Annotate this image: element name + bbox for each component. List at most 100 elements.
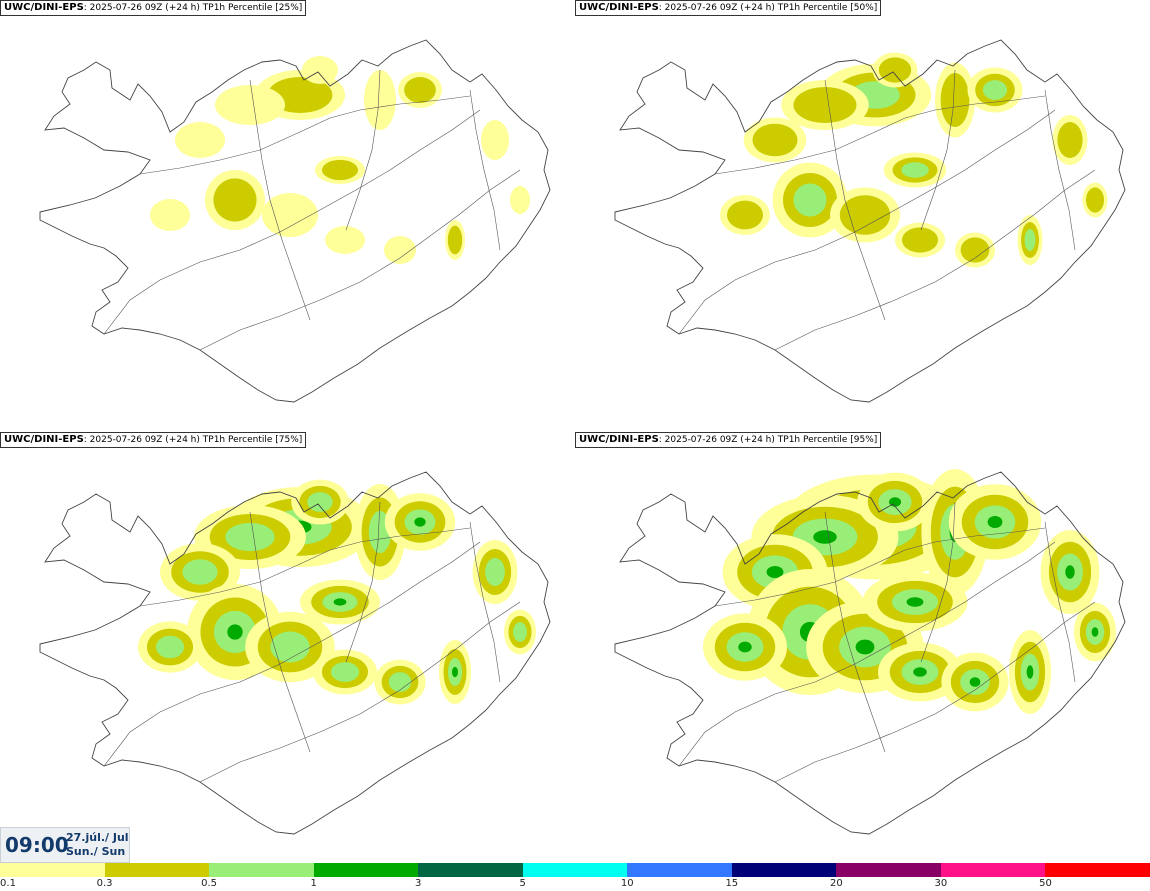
- legend-swatches: [0, 863, 1150, 877]
- precip-contour: [510, 186, 530, 214]
- precip-contour: [1065, 565, 1075, 579]
- legend-swatch: [104, 863, 210, 877]
- precip-contour: [262, 193, 318, 237]
- road-line: [139, 527, 471, 607]
- legend-tick-label: 1: [310, 878, 317, 889]
- panel-title: UWC/DINI-EPS: 2025-07-26 09Z (+24 h) TP1…: [0, 0, 307, 16]
- coastline: [39, 39, 551, 403]
- panel-title: UWC/DINI-EPS: 2025-07-26 09Z (+24 h) TP1…: [0, 432, 307, 448]
- precip-contour: [325, 226, 365, 254]
- road-line: [824, 79, 886, 321]
- precip-field: [720, 52, 1108, 268]
- precip-contour: [982, 80, 1008, 100]
- road-line: [103, 541, 481, 767]
- legend-tick-label: 50: [1039, 878, 1052, 889]
- road-line: [714, 527, 1046, 607]
- precip-contour: [213, 178, 257, 222]
- precip-contour: [752, 123, 798, 157]
- precip-contour: [384, 236, 416, 264]
- map-panel-p75: UWC/DINI-EPS: 2025-07-26 09Z (+24 h) TP1…: [0, 432, 575, 862]
- precip-contour: [878, 57, 912, 83]
- legend-tick-label: 15: [725, 878, 739, 889]
- precip-contour: [155, 635, 185, 659]
- precip-contour: [302, 56, 338, 84]
- coastline: [614, 471, 1126, 835]
- precip-contour: [960, 237, 990, 263]
- valid-time-box: 09:00 27.júl./ Jul Sun./ Sun: [0, 827, 130, 863]
- precip-legend: 0.1 0.3 0.5 1 3 5 10 15 20 30 50: [0, 863, 1150, 891]
- precip-contour: [969, 677, 981, 687]
- precip-contour: [447, 225, 463, 255]
- precip-contour: [322, 159, 358, 181]
- precip-contour: [364, 70, 396, 130]
- legend-tick-label: 20: [829, 878, 843, 889]
- precip-contour: [512, 622, 528, 642]
- precip-contour: [1091, 627, 1099, 637]
- precip-contour: [839, 195, 891, 235]
- map-panel-p25: UWC/DINI-EPS: 2025-07-26 09Z (+24 h) TP1…: [0, 0, 575, 430]
- iceland-map: [39, 39, 551, 403]
- precip-contour: [307, 492, 333, 512]
- panel-title: UWC/DINI-EPS: 2025-07-26 09Z (+24 h) TP1…: [575, 0, 882, 16]
- legend-tick-label: 10: [620, 878, 634, 889]
- legend-swatch: [940, 863, 1046, 877]
- precip-field: [703, 469, 1116, 714]
- legend-swatch: [522, 863, 628, 877]
- precip-contour: [452, 666, 458, 678]
- legend-swatch: [418, 863, 523, 877]
- precip-contour: [150, 199, 190, 231]
- precip-contour: [333, 598, 347, 606]
- precip-contour: [388, 672, 412, 692]
- precip-contour: [855, 639, 875, 655]
- precip-contour: [414, 517, 426, 527]
- road-line: [469, 89, 501, 251]
- precip-contour: [225, 522, 275, 552]
- legend-ticks: 0.1 0.3 0.5 1 3 5 10 15 20 30 50: [0, 878, 1150, 891]
- road-line: [249, 79, 311, 321]
- valid-day: Sun./ Sun: [66, 845, 126, 858]
- iceland-map: [39, 471, 551, 835]
- precip-contour: [793, 87, 857, 123]
- road-line: [714, 95, 1046, 175]
- precip-contour: [727, 200, 763, 230]
- road-line: [199, 601, 521, 783]
- road-line: [139, 95, 471, 175]
- coastline: [614, 39, 1126, 403]
- map-panel-p50: UWC/DINI-EPS: 2025-07-26 09Z (+24 h) TP1…: [575, 0, 1150, 430]
- precip-contour: [481, 120, 509, 160]
- legend-tick-label: 5: [519, 878, 526, 889]
- road-line: [1044, 89, 1076, 251]
- road-line: [199, 169, 521, 351]
- legend-swatch: [1045, 863, 1150, 877]
- iceland-map: [614, 469, 1126, 835]
- coastline: [39, 471, 551, 835]
- panel-title: UWC/DINI-EPS: 2025-07-26 09Z (+24 h) TP1…: [575, 432, 882, 448]
- road-line: [824, 511, 886, 753]
- precip-contour: [1057, 122, 1083, 158]
- road-line: [920, 501, 956, 663]
- precip-contour: [906, 597, 924, 607]
- precip-contour: [766, 565, 784, 579]
- road-line: [345, 69, 381, 231]
- precip-contour: [182, 559, 218, 585]
- valid-hour: 09:00: [5, 833, 69, 857]
- legend-tick-label: 0.3: [96, 878, 113, 889]
- precip-contour: [1026, 665, 1034, 679]
- road-line: [469, 521, 501, 683]
- precip-contour: [175, 122, 225, 158]
- road-line: [678, 541, 1056, 767]
- precip-contour: [902, 227, 938, 253]
- precip-contour: [793, 183, 827, 217]
- precip-contour: [940, 73, 970, 127]
- precip-contour: [485, 557, 505, 587]
- legend-swatch: [627, 863, 732, 877]
- precip-field: [150, 56, 530, 264]
- legend-tick-label: 30: [934, 878, 948, 889]
- precip-contour: [215, 85, 285, 125]
- legend-swatch: [731, 863, 837, 877]
- precip-contour: [404, 77, 436, 103]
- precip-contour: [913, 667, 927, 677]
- road-line: [774, 601, 1096, 783]
- road-line: [678, 109, 1056, 335]
- precip-contour: [227, 624, 243, 640]
